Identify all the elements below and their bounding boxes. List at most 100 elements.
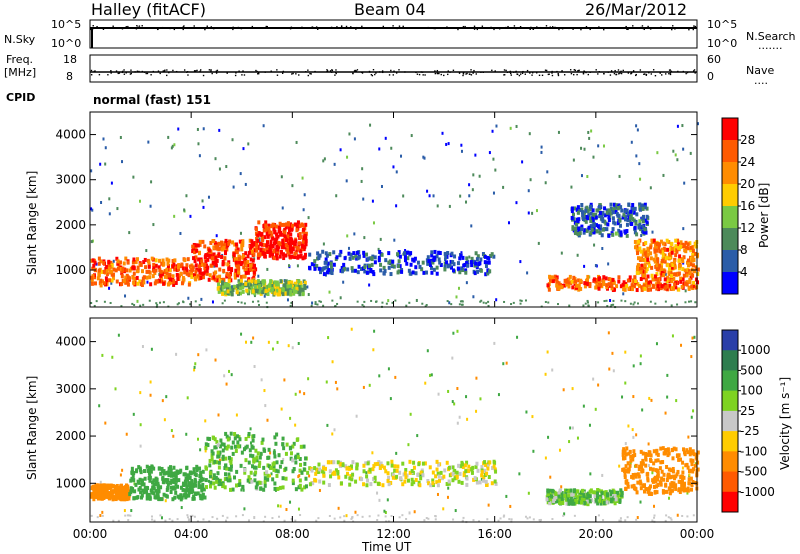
echo-cell: [256, 451, 260, 456]
scatter-echo: [502, 185, 505, 189]
echo-cell: [670, 250, 674, 255]
echo-cell: [222, 277, 226, 282]
echo-cell: [666, 263, 670, 268]
echo-cell: [229, 467, 233, 472]
echo-cell: [114, 268, 118, 273]
near-range-echo: [512, 301, 515, 304]
echo-cell: [152, 491, 156, 496]
freq-sample: [541, 74, 544, 77]
echo-cell: [571, 492, 575, 497]
freq-sample: [390, 69, 392, 72]
freq-sample: [150, 74, 152, 76]
echo-cell: [174, 482, 178, 487]
echo-cell: [661, 253, 665, 258]
echo-cell: [102, 269, 106, 274]
scatter-echo: [410, 134, 413, 138]
near-range-echo: [586, 299, 589, 302]
echo-cell: [628, 275, 632, 280]
echo-cell: [662, 477, 666, 482]
echo-cell: [597, 204, 601, 209]
echo-cell: [289, 249, 293, 254]
echo-cell: [417, 462, 421, 467]
echo-cell: [455, 474, 459, 479]
nsky-sample: [112, 25, 114, 27]
echo-cell: [677, 271, 681, 276]
scatter-echo: [608, 367, 611, 371]
echo-cell: [591, 217, 595, 222]
echo-cell: [589, 216, 593, 221]
nsky-sample: [519, 26, 522, 28]
echo-cell: [604, 490, 608, 495]
echo-cell: [643, 251, 647, 256]
echo-cell: [287, 243, 291, 248]
freq-sample: [545, 69, 548, 72]
echo-cell: [264, 220, 268, 225]
near-range-echo: [394, 299, 397, 302]
echo-cell: [547, 287, 551, 292]
near-range-echo: [452, 518, 455, 521]
echo-cell: [198, 271, 202, 276]
echo-cell: [623, 449, 627, 454]
echo-cell: [252, 465, 256, 470]
scatter-echo: [161, 399, 164, 403]
echo-cell: [480, 465, 484, 470]
scatter-echo: [546, 350, 549, 354]
scatter-echo: [295, 140, 298, 144]
scatter-echo: [648, 396, 651, 400]
echo-cell: [167, 258, 171, 263]
echo-cell: [429, 263, 433, 268]
scatter-echo: [608, 489, 611, 493]
echo-cell: [173, 495, 177, 500]
scatter-echo: [360, 179, 363, 183]
echo-cell: [563, 283, 567, 288]
echo-cell: [443, 468, 447, 473]
echo-cell: [637, 474, 641, 479]
freq-sample: [458, 72, 461, 74]
echo-cell: [596, 208, 600, 213]
nsky-sample: [558, 28, 560, 31]
echo-cell: [263, 251, 267, 256]
echo-cell: [355, 462, 359, 467]
echo-cell: [654, 458, 658, 463]
scatter-echo: [362, 385, 365, 389]
echo-cell: [276, 282, 280, 287]
echo-cell: [639, 449, 643, 454]
echo-cell: [595, 229, 599, 234]
echo-cell: [97, 256, 101, 261]
date-title: 26/Mar/2012: [585, 0, 688, 19]
scatter-echo: [540, 145, 543, 149]
echo-cell: [608, 212, 612, 217]
echo-cell: [215, 460, 219, 465]
echo-cell: [250, 444, 254, 449]
echo-cell: [551, 279, 555, 284]
scatter-echo: [269, 451, 272, 455]
nsky-sample: [193, 25, 195, 27]
echo-cell: [621, 452, 625, 457]
echo-cell: [575, 283, 579, 288]
echo-cell: [672, 276, 676, 281]
freq-sample: [670, 70, 673, 73]
echo-cell: [629, 454, 633, 459]
echo-cell: [140, 478, 144, 483]
freq-sample: [557, 74, 560, 77]
echo-cell: [476, 468, 480, 473]
echo-cell: [292, 441, 296, 446]
echo-cell: [446, 264, 450, 269]
echo-cell: [445, 481, 449, 486]
scatter-echo: [128, 231, 131, 235]
echo-cell: [438, 478, 442, 483]
scatter-echo: [535, 209, 538, 213]
echo-cell: [145, 269, 149, 274]
echo-cell: [296, 455, 300, 460]
echo-cell: [618, 218, 622, 223]
echo-cell: [166, 482, 170, 487]
echo-cell: [218, 450, 222, 455]
near-range-echo: [150, 515, 153, 518]
echo-cell: [687, 286, 691, 291]
scatter-echo: [456, 387, 459, 391]
echo-cell: [372, 272, 376, 277]
echo-cell: [596, 501, 600, 506]
freq-sample: [196, 69, 198, 72]
echo-cell: [356, 256, 360, 261]
near-range-echo: [356, 300, 359, 303]
